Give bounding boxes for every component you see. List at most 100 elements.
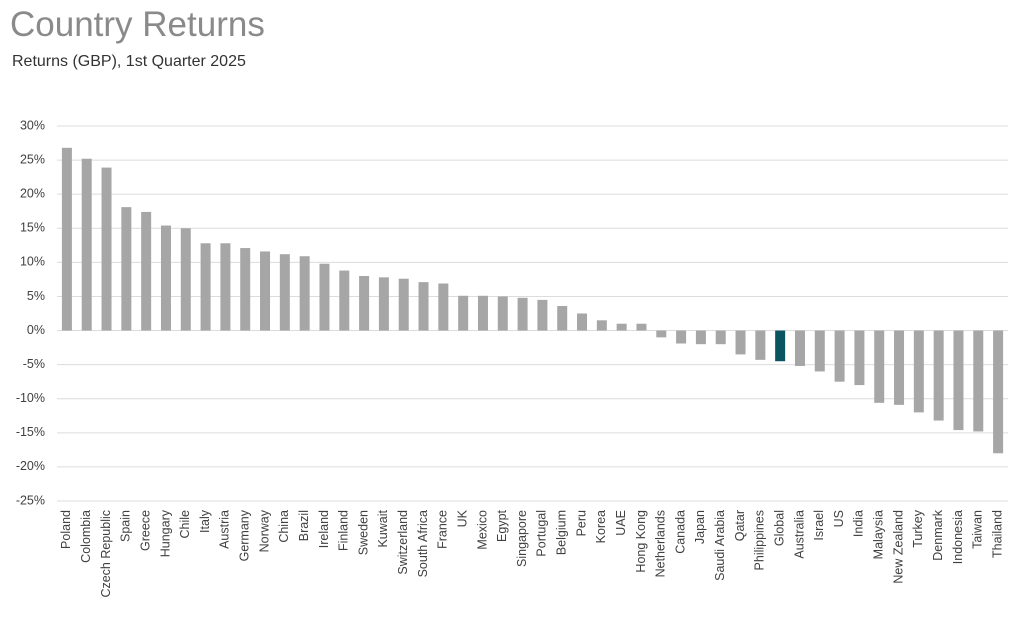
bar (616, 323, 627, 331)
bar (636, 323, 647, 331)
x-tick-label: Egypt (495, 509, 509, 541)
bar (279, 254, 290, 331)
bar (913, 330, 924, 413)
x-tick-label: Denmark (931, 509, 945, 560)
bar (953, 330, 964, 431)
bar (240, 248, 251, 331)
bar (260, 251, 271, 331)
bar (101, 167, 112, 331)
x-tick-label: Taiwan (971, 510, 985, 549)
bar (359, 276, 370, 331)
x-tick-label: Belgium (555, 510, 569, 555)
bar (537, 299, 548, 331)
x-tick-label: Canada (673, 510, 687, 554)
bar (299, 256, 310, 331)
y-tick-label: -20% (16, 459, 45, 473)
bar (319, 263, 330, 331)
x-tick-label: UAE (614, 510, 628, 536)
bar (993, 330, 1004, 454)
bar (715, 330, 726, 345)
x-tick-label: Poland (59, 510, 73, 549)
y-tick-label: 0% (27, 323, 45, 337)
bar (577, 313, 588, 331)
bar (141, 211, 152, 331)
x-tick-label: Saudi Arabia (713, 510, 727, 581)
y-tick-label: -10% (16, 391, 45, 405)
x-tick-label: India (852, 510, 866, 537)
x-tick-label: Austria (218, 510, 232, 549)
x-tick-label: Australia (792, 510, 806, 559)
x-tick-label: Hong Kong (634, 510, 648, 573)
bar (517, 297, 528, 331)
y-tick-label: 25% (20, 152, 45, 166)
x-tick-label: Sweden (356, 510, 370, 555)
x-tick-label: Ireland (317, 510, 331, 548)
bar (874, 330, 885, 403)
y-tick-label: -25% (16, 493, 45, 507)
bar (834, 330, 845, 382)
x-tick-label: Kuwait (376, 509, 390, 547)
bar (477, 295, 488, 331)
y-tick-label: 10% (20, 255, 45, 269)
x-tick-label: Brazil (297, 510, 311, 541)
x-tick-label: Netherlands (654, 510, 668, 577)
x-tick-label: Singapore (515, 510, 529, 567)
y-tick-label: 20% (20, 186, 45, 200)
bar (814, 330, 825, 372)
x-tick-label: Portugal (535, 510, 549, 557)
x-tick-label: Malaysia (872, 510, 886, 559)
x-tick-label: Israel (812, 510, 826, 541)
bar (676, 330, 687, 344)
bar (180, 228, 191, 331)
y-tick-label: -15% (16, 425, 45, 439)
bar (775, 330, 786, 362)
x-tick-label: Spain (119, 510, 133, 542)
bar (497, 296, 508, 331)
bar (557, 306, 568, 331)
bar (160, 225, 171, 331)
x-tick-label: Czech Republic (99, 510, 113, 598)
x-tick-label: Indonesia (951, 510, 965, 564)
x-tick-label: Norway (257, 509, 271, 552)
chart-title: Country Returns (10, 5, 265, 44)
x-tick-label: Philippines (753, 510, 767, 570)
bar (695, 330, 706, 345)
bar (220, 243, 231, 331)
x-tick-label: Turkey (911, 509, 925, 547)
bar (339, 270, 350, 331)
bar (81, 158, 92, 331)
bar (973, 330, 984, 432)
y-tick-label: 5% (27, 289, 45, 303)
bar (438, 283, 449, 331)
bar (378, 277, 389, 331)
y-tick-label: -5% (23, 357, 45, 371)
bar (894, 330, 905, 405)
x-tick-label: Italy (198, 509, 212, 533)
bar (854, 330, 865, 386)
x-tick-label: Peru (574, 510, 588, 536)
bar (735, 330, 746, 355)
x-tick-label: Chile (178, 510, 192, 539)
bar (656, 330, 667, 338)
bar (61, 147, 72, 331)
chart-subtitle: Returns (GBP), 1st Quarter 2025 (12, 53, 246, 70)
x-tick-label: Germany (238, 509, 252, 561)
bar (418, 282, 429, 331)
bar (596, 320, 607, 331)
x-tick-label: Mexico (475, 510, 489, 550)
bar (794, 330, 805, 366)
x-tick-label: South Africa (416, 510, 430, 577)
x-tick-label: New Zealand (891, 510, 905, 584)
x-tick-label: Qatar (733, 510, 747, 541)
x-tick-label: US (832, 510, 846, 527)
x-tick-label: Greece (138, 510, 152, 551)
bar (933, 330, 944, 421)
y-tick-label: 30% (20, 118, 45, 132)
bar (121, 207, 132, 331)
x-tick-label: Switzerland (396, 510, 410, 575)
bar (398, 278, 409, 331)
bar (458, 295, 469, 331)
x-tick-label: Korea (594, 510, 608, 543)
